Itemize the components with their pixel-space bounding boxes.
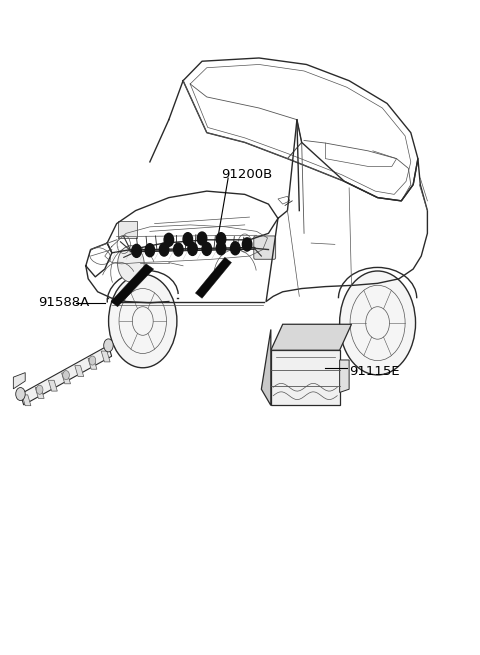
Circle shape xyxy=(197,232,207,245)
Circle shape xyxy=(118,246,144,282)
Circle shape xyxy=(340,271,416,375)
Circle shape xyxy=(132,244,141,257)
Polygon shape xyxy=(13,373,25,389)
Polygon shape xyxy=(75,365,84,377)
Circle shape xyxy=(188,242,197,255)
Circle shape xyxy=(108,274,177,367)
Polygon shape xyxy=(101,351,110,362)
Circle shape xyxy=(202,242,212,255)
Text: 91200B: 91200B xyxy=(221,168,272,181)
Circle shape xyxy=(174,243,183,256)
Circle shape xyxy=(89,356,96,365)
Circle shape xyxy=(145,244,155,257)
Polygon shape xyxy=(271,324,351,350)
Text: 91115E: 91115E xyxy=(349,365,400,378)
Circle shape xyxy=(230,242,240,255)
Circle shape xyxy=(216,233,226,246)
Polygon shape xyxy=(111,264,154,307)
FancyBboxPatch shape xyxy=(254,236,276,259)
Polygon shape xyxy=(340,360,349,392)
Polygon shape xyxy=(195,257,231,298)
Circle shape xyxy=(159,243,169,256)
Polygon shape xyxy=(61,373,71,384)
Polygon shape xyxy=(88,358,97,369)
Circle shape xyxy=(242,238,252,251)
Circle shape xyxy=(63,371,70,380)
Circle shape xyxy=(36,385,43,394)
Circle shape xyxy=(183,233,192,246)
Polygon shape xyxy=(48,381,57,391)
Circle shape xyxy=(104,339,113,352)
Polygon shape xyxy=(35,388,44,398)
Polygon shape xyxy=(261,329,271,405)
FancyBboxPatch shape xyxy=(118,221,137,238)
Circle shape xyxy=(164,233,174,246)
Polygon shape xyxy=(22,395,31,405)
Circle shape xyxy=(16,388,25,401)
Polygon shape xyxy=(21,345,112,405)
Circle shape xyxy=(216,242,226,255)
Text: 91588A: 91588A xyxy=(38,296,90,309)
Polygon shape xyxy=(271,350,340,405)
